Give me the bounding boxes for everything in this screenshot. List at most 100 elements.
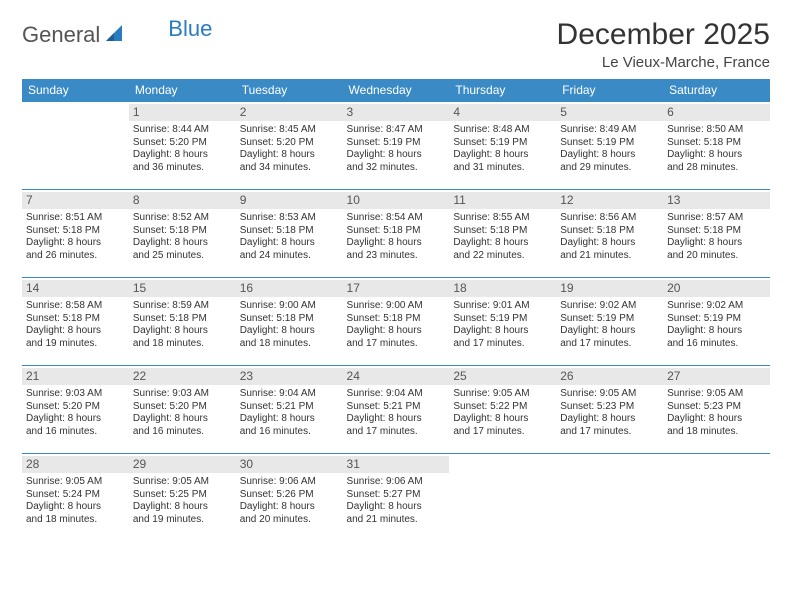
cell-line: Daylight: 8 hours bbox=[133, 149, 232, 162]
cell-line: Sunset: 5:21 PM bbox=[240, 401, 339, 414]
cell-line: and 32 minutes. bbox=[347, 162, 446, 175]
cell-line: Sunrise: 8:59 AM bbox=[133, 300, 232, 313]
calendar-row: 14Sunrise: 8:58 AMSunset: 5:18 PMDayligh… bbox=[22, 278, 770, 366]
cell-line: Sunrise: 9:00 AM bbox=[240, 300, 339, 313]
day-number: 8 bbox=[129, 192, 236, 209]
cell-line: Daylight: 8 hours bbox=[453, 237, 552, 250]
logo-text-general: General bbox=[22, 22, 100, 48]
cell-line: Sunset: 5:18 PM bbox=[133, 225, 232, 238]
cell-line: and 19 minutes. bbox=[26, 338, 125, 351]
cell-line: Sunrise: 8:50 AM bbox=[667, 124, 766, 137]
cell-line: Sunset: 5:18 PM bbox=[560, 225, 659, 238]
cell-line: Sunrise: 9:03 AM bbox=[26, 388, 125, 401]
cell-line: Sunrise: 9:03 AM bbox=[133, 388, 232, 401]
cell-line: Sunrise: 9:02 AM bbox=[667, 300, 766, 313]
cell-line: Sunset: 5:27 PM bbox=[347, 489, 446, 502]
cell-line: Sunset: 5:23 PM bbox=[560, 401, 659, 414]
cell-line: Sunset: 5:25 PM bbox=[133, 489, 232, 502]
cell-line: Sunrise: 9:05 AM bbox=[453, 388, 552, 401]
cell-line: and 25 minutes. bbox=[133, 250, 232, 263]
cell-line: Sunset: 5:18 PM bbox=[667, 137, 766, 150]
cell-line: and 21 minutes. bbox=[347, 514, 446, 527]
cell-line: Sunset: 5:23 PM bbox=[667, 401, 766, 414]
day-header: Friday bbox=[556, 79, 663, 102]
cell-line: and 26 minutes. bbox=[26, 250, 125, 263]
day-number: 3 bbox=[343, 104, 450, 121]
cell-line: and 18 minutes. bbox=[26, 514, 125, 527]
cell-line: Sunset: 5:18 PM bbox=[347, 225, 446, 238]
cell-line: Daylight: 8 hours bbox=[560, 325, 659, 338]
cell-line: Sunset: 5:18 PM bbox=[347, 313, 446, 326]
calendar-row: 7Sunrise: 8:51 AMSunset: 5:18 PMDaylight… bbox=[22, 190, 770, 278]
cell-line: Sunset: 5:22 PM bbox=[453, 401, 552, 414]
cell-line: Sunrise: 9:05 AM bbox=[667, 388, 766, 401]
calendar-cell: 28Sunrise: 9:05 AMSunset: 5:24 PMDayligh… bbox=[22, 454, 129, 542]
day-number: 30 bbox=[236, 456, 343, 473]
calendar-cell: 9Sunrise: 8:53 AMSunset: 5:18 PMDaylight… bbox=[236, 190, 343, 278]
calendar-cell: 10Sunrise: 8:54 AMSunset: 5:18 PMDayligh… bbox=[343, 190, 450, 278]
day-number: 21 bbox=[22, 368, 129, 385]
cell-line: Sunrise: 8:55 AM bbox=[453, 212, 552, 225]
cell-line: and 28 minutes. bbox=[667, 162, 766, 175]
calendar-cell: 26Sunrise: 9:05 AMSunset: 5:23 PMDayligh… bbox=[556, 366, 663, 454]
cell-line: and 18 minutes. bbox=[240, 338, 339, 351]
cell-line: and 36 minutes. bbox=[133, 162, 232, 175]
day-number: 25 bbox=[449, 368, 556, 385]
cell-line: Sunset: 5:19 PM bbox=[453, 137, 552, 150]
cell-line: Sunrise: 9:05 AM bbox=[133, 476, 232, 489]
cell-line: Sunrise: 9:01 AM bbox=[453, 300, 552, 313]
month-title: December 2025 bbox=[557, 18, 770, 52]
cell-line: Daylight: 8 hours bbox=[667, 149, 766, 162]
cell-line: and 21 minutes. bbox=[560, 250, 659, 263]
cell-line: Daylight: 8 hours bbox=[560, 413, 659, 426]
calendar-cell bbox=[22, 102, 129, 190]
cell-line: Sunset: 5:19 PM bbox=[560, 313, 659, 326]
cell-line: Sunset: 5:26 PM bbox=[240, 489, 339, 502]
cell-line: and 29 minutes. bbox=[560, 162, 659, 175]
cell-line: and 16 minutes. bbox=[26, 426, 125, 439]
day-number: 22 bbox=[129, 368, 236, 385]
day-number: 6 bbox=[663, 104, 770, 121]
day-number: 27 bbox=[663, 368, 770, 385]
cell-line: Daylight: 8 hours bbox=[347, 149, 446, 162]
cell-line: Sunrise: 9:04 AM bbox=[240, 388, 339, 401]
day-header: Wednesday bbox=[343, 79, 450, 102]
cell-line: Daylight: 8 hours bbox=[240, 413, 339, 426]
day-header: Tuesday bbox=[236, 79, 343, 102]
cell-line: Sunset: 5:19 PM bbox=[667, 313, 766, 326]
cell-line: Daylight: 8 hours bbox=[453, 325, 552, 338]
calendar-row: 28Sunrise: 9:05 AMSunset: 5:24 PMDayligh… bbox=[22, 454, 770, 542]
cell-line: and 20 minutes. bbox=[240, 514, 339, 527]
cell-line: Daylight: 8 hours bbox=[240, 501, 339, 514]
cell-line: Sunset: 5:20 PM bbox=[133, 137, 232, 150]
cell-line: Daylight: 8 hours bbox=[560, 149, 659, 162]
calendar-cell: 18Sunrise: 9:01 AMSunset: 5:19 PMDayligh… bbox=[449, 278, 556, 366]
cell-line: Sunrise: 8:53 AM bbox=[240, 212, 339, 225]
calendar-cell: 2Sunrise: 8:45 AMSunset: 5:20 PMDaylight… bbox=[236, 102, 343, 190]
logo: General Blue bbox=[22, 18, 212, 48]
cell-line: Sunrise: 8:57 AM bbox=[667, 212, 766, 225]
calendar-body: 1Sunrise: 8:44 AMSunset: 5:20 PMDaylight… bbox=[22, 102, 770, 542]
calendar-cell: 7Sunrise: 8:51 AMSunset: 5:18 PMDaylight… bbox=[22, 190, 129, 278]
cell-line: and 16 minutes. bbox=[240, 426, 339, 439]
cell-line: and 23 minutes. bbox=[347, 250, 446, 263]
cell-line: Sunset: 5:18 PM bbox=[240, 225, 339, 238]
day-header: Monday bbox=[129, 79, 236, 102]
cell-line: Daylight: 8 hours bbox=[133, 325, 232, 338]
day-number: 9 bbox=[236, 192, 343, 209]
cell-line: and 17 minutes. bbox=[560, 338, 659, 351]
cell-line: and 16 minutes. bbox=[133, 426, 232, 439]
calendar-cell: 12Sunrise: 8:56 AMSunset: 5:18 PMDayligh… bbox=[556, 190, 663, 278]
cell-line: and 17 minutes. bbox=[453, 426, 552, 439]
cell-line: Sunrise: 9:02 AM bbox=[560, 300, 659, 313]
cell-line: Daylight: 8 hours bbox=[667, 237, 766, 250]
cell-line: Sunrise: 9:06 AM bbox=[347, 476, 446, 489]
calendar-cell: 20Sunrise: 9:02 AMSunset: 5:19 PMDayligh… bbox=[663, 278, 770, 366]
cell-line: Daylight: 8 hours bbox=[240, 325, 339, 338]
cell-line: Daylight: 8 hours bbox=[133, 413, 232, 426]
calendar-cell: 16Sunrise: 9:00 AMSunset: 5:18 PMDayligh… bbox=[236, 278, 343, 366]
logo-sail-icon bbox=[104, 23, 126, 48]
calendar-cell: 1Sunrise: 8:44 AMSunset: 5:20 PMDaylight… bbox=[129, 102, 236, 190]
day-number: 28 bbox=[22, 456, 129, 473]
calendar-cell: 23Sunrise: 9:04 AMSunset: 5:21 PMDayligh… bbox=[236, 366, 343, 454]
